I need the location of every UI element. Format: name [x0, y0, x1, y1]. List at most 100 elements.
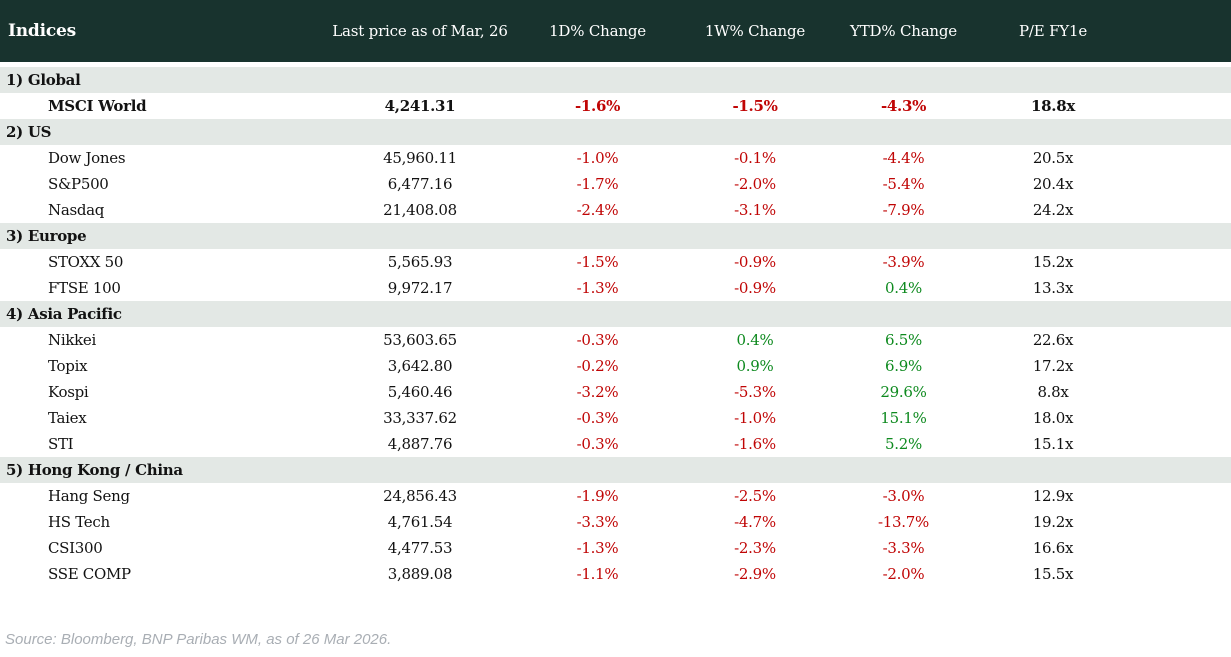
- change-1d-cell: -3.2%: [576, 383, 619, 401]
- pe-cell: 15.5x: [1032, 565, 1074, 583]
- change-ytd-cell: -2.0%: [882, 565, 925, 583]
- change-1w-cell: -4.7%: [734, 513, 776, 531]
- change-1w-cell: -1.6%: [734, 435, 776, 453]
- col-header-last-price: Last price as of Mar, 26: [332, 22, 508, 40]
- index-name-cell: Kospi: [48, 383, 89, 401]
- change-1d-cell: -0.3%: [576, 409, 619, 427]
- change-1d-cell: -2.4%: [576, 201, 619, 219]
- change-1d-cell: -1.1%: [576, 565, 619, 583]
- change-1w-cell: -5.3%: [734, 383, 776, 401]
- change-ytd-cell: 15.1%: [880, 409, 927, 427]
- change-1w-cell: -1.0%: [734, 409, 776, 427]
- col-header-pe: P/E FY1e: [1019, 22, 1087, 40]
- table-row: FTSE 100 9,972.17 -1.3% -0.9% 0.4% 13.3x: [0, 275, 1231, 301]
- last-price-cell: 53,603.65: [383, 331, 457, 349]
- table-row: STI 4,887.76 -0.3% -1.6% 5.2% 15.1x: [0, 431, 1231, 457]
- last-price-cell: 24,856.43: [383, 487, 457, 505]
- section-row: 3) Europe: [0, 223, 1231, 249]
- change-1d-cell: -0.3%: [576, 331, 619, 349]
- change-ytd-cell: 29.6%: [880, 383, 927, 401]
- pe-cell: 20.4x: [1032, 175, 1074, 193]
- change-ytd-cell: -5.4%: [882, 175, 925, 193]
- index-name-cell: FTSE 100: [48, 279, 121, 297]
- table-row: Nasdaq 21,408.08 -2.4% -3.1% -7.9% 24.2x: [0, 197, 1231, 223]
- last-price-cell: 3,889.08: [387, 565, 453, 583]
- index-name-cell: Dow Jones: [48, 149, 126, 167]
- change-1w-cell: -0.9%: [734, 279, 776, 297]
- pe-cell: 12.9x: [1032, 487, 1074, 505]
- change-1d-cell: -1.6%: [574, 97, 621, 115]
- change-1w-cell: -2.9%: [734, 565, 776, 583]
- col-header-1w-change: 1W% Change: [704, 22, 806, 40]
- index-name-cell: Topix: [48, 357, 88, 375]
- change-1w-cell: -2.5%: [734, 487, 776, 505]
- index-name-cell: Nasdaq: [48, 201, 105, 219]
- change-ytd-cell: -4.4%: [882, 149, 925, 167]
- index-name-cell: MSCI World: [48, 97, 147, 115]
- change-1d-cell: -1.3%: [576, 279, 619, 297]
- col-header-ytd-change: YTD% Change: [850, 22, 957, 40]
- last-price-cell: 4,477.53: [387, 539, 453, 557]
- change-ytd-cell: -7.9%: [882, 201, 925, 219]
- last-price-cell: 9,972.17: [387, 279, 453, 297]
- table-row: Kospi 5,460.46 -3.2% -5.3% 29.6% 8.8x: [0, 379, 1231, 405]
- source-note: Source: Bloomberg, BNP Paribas WM, as of…: [5, 631, 392, 648]
- pe-cell: 22.6x: [1032, 331, 1074, 349]
- change-ytd-cell: -3.9%: [882, 253, 925, 271]
- pe-cell: 8.8x: [1037, 383, 1069, 401]
- section-row: 5) Hong Kong / China: [0, 457, 1231, 483]
- table-row: Dow Jones 45,960.11 -1.0% -0.1% -4.4% 20.5x: [0, 145, 1231, 171]
- table-header: Indices Last price as of Mar, 26 1D% Cha…: [0, 0, 1231, 62]
- table-row: Taiex 33,337.62 -0.3% -1.0% 15.1% 18.0x: [0, 405, 1231, 431]
- table-body: 1) Global MSCI World 4,241.31 -1.6% -1.5% -4.…: [0, 67, 1231, 587]
- index-name-cell: SSE COMP: [48, 565, 131, 583]
- change-1w-cell: 0.4%: [736, 331, 774, 349]
- change-ytd-cell: -3.0%: [882, 487, 925, 505]
- change-1d-cell: -0.2%: [576, 357, 619, 375]
- index-name-cell: CSI300: [48, 539, 103, 557]
- last-price-cell: 33,337.62: [383, 409, 457, 427]
- table-row: CSI300 4,477.53 -1.3% -2.3% -3.3% 16.6x: [0, 535, 1231, 561]
- change-ytd-cell: 6.9%: [885, 357, 922, 375]
- last-price-cell: 6,477.16: [387, 175, 453, 193]
- pe-cell: 15.2x: [1032, 253, 1074, 271]
- last-price-cell: 3,642.80: [387, 357, 453, 375]
- change-1d-cell: -3.3%: [576, 513, 619, 531]
- table-row: S&P500 6,477.16 -1.7% -2.0% -5.4% 20.4x: [0, 171, 1231, 197]
- change-1d-cell: -1.9%: [576, 487, 619, 505]
- change-1d-cell: -0.3%: [576, 435, 619, 453]
- change-1w-cell: -2.0%: [734, 175, 776, 193]
- change-1d-cell: -1.7%: [576, 175, 619, 193]
- change-ytd-cell: -3.3%: [882, 539, 925, 557]
- table-row: STOXX 50 5,565.93 -1.5% -0.9% -3.9% 15.2x: [0, 249, 1231, 275]
- last-price-cell: 45,960.11: [383, 149, 457, 167]
- change-1d-cell: -1.0%: [576, 149, 619, 167]
- index-name-cell: STI: [48, 435, 74, 453]
- index-name-cell: HS Tech: [48, 513, 110, 531]
- change-ytd-cell: 5.2%: [885, 435, 922, 453]
- change-1w-cell: -3.1%: [734, 201, 776, 219]
- pe-cell: 18.0x: [1032, 409, 1074, 427]
- section-row: 4) Asia Pacific: [0, 301, 1231, 327]
- pe-cell: 19.2x: [1032, 513, 1074, 531]
- last-price-cell: 5,565.93: [387, 253, 453, 271]
- change-1d-cell: -1.3%: [576, 539, 619, 557]
- last-price-cell: 4,241.31: [384, 97, 456, 115]
- table-row: Topix 3,642.80 -0.2% 0.9% 6.9% 17.2x: [0, 353, 1231, 379]
- change-1w-cell: -2.3%: [734, 539, 776, 557]
- index-name-cell: S&P500: [48, 175, 109, 193]
- pe-cell: 15.1x: [1032, 435, 1074, 453]
- change-1w-cell: 0.9%: [736, 357, 774, 375]
- change-1w-cell: -0.9%: [734, 253, 776, 271]
- table-title: Indices: [8, 21, 76, 41]
- table-row: SSE COMP 3,889.08 -1.1% -2.9% -2.0% 15.5x: [0, 561, 1231, 587]
- change-ytd-cell: 0.4%: [885, 279, 922, 297]
- change-1w-cell: -0.1%: [734, 149, 776, 167]
- pe-cell: 16.6x: [1032, 539, 1074, 557]
- index-name-cell: Hang Seng: [48, 487, 130, 505]
- pe-cell: 20.5x: [1032, 149, 1074, 167]
- pe-cell: 17.2x: [1032, 357, 1074, 375]
- pe-cell: 24.2x: [1032, 201, 1074, 219]
- last-price-cell: 21,408.08: [383, 201, 457, 219]
